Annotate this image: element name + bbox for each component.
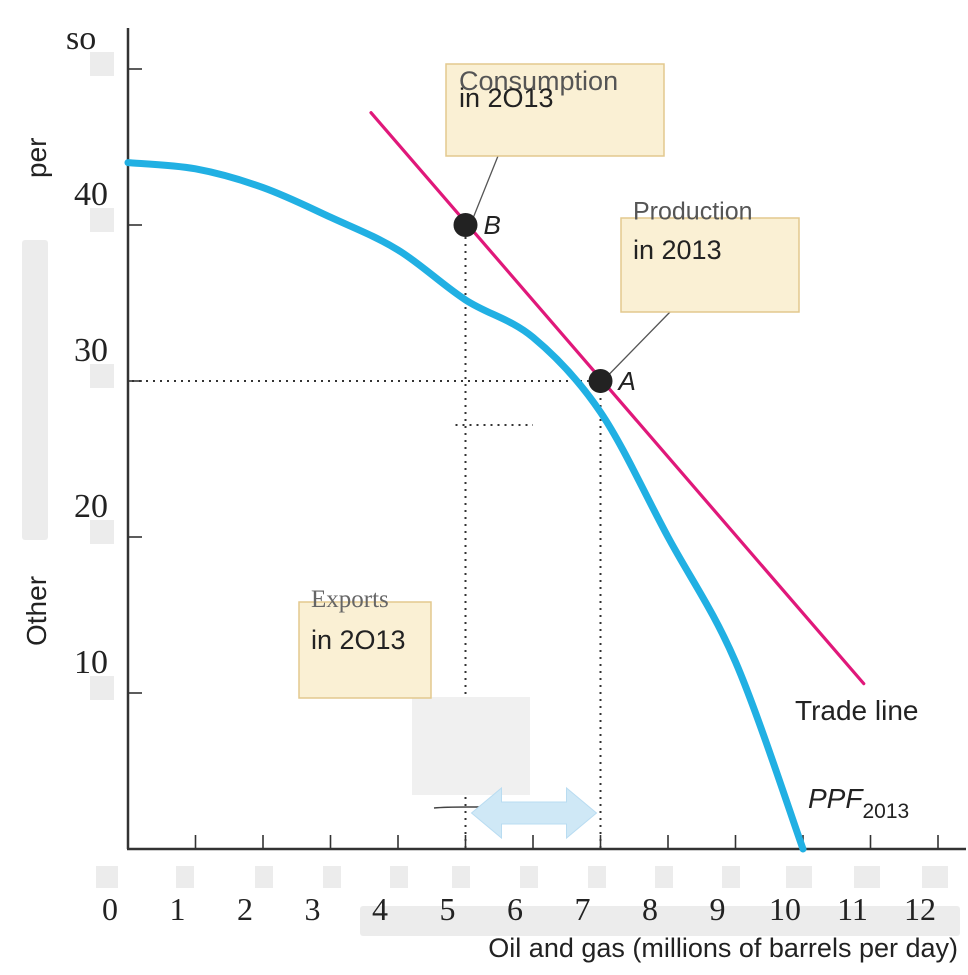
production-label-line1: Production [633,198,753,226]
ppf-curve [124,159,807,853]
exports-placeholder-box [412,697,530,795]
trade-line-label: Trade line [795,695,918,726]
exports-box [298,601,432,699]
y-tick-label: so [66,20,96,57]
x-tick-marks [194,835,939,849]
points-layer: BA [453,210,636,396]
y-tick-label: 40 [74,176,108,213]
y-axis-title-fragment: per [21,138,52,178]
x-tick-label: 10 [769,891,801,927]
x-tick-label: 11 [837,891,868,927]
ghost-labels [22,52,960,936]
production-label-line2: in 2013 [633,235,722,265]
x-tick-label: 8 [642,891,658,927]
production-annotation: Production in 2013 [608,198,800,376]
x-tick-labels: 0 1 2 3 4 5 6 7 8 9 10 11 12 [102,891,936,927]
x-tick-label: 9 [710,891,726,927]
point-label-a: A [617,366,636,396]
consumption-label-line2: in 2O13 [459,83,554,113]
x-tick-label: 3 [305,891,321,927]
ppf-label-main: PPF [808,783,864,814]
consumption-leader-line [472,155,499,218]
production-leader-line [608,311,671,376]
x-tick-label: 12 [904,891,936,927]
x-tick-label: 5 [440,891,456,927]
point-a [588,369,613,393]
y-tick-label: 10 [74,644,108,681]
x-axis-title: Oil and gas (millions of barrels per day… [488,933,958,963]
trade-line [369,111,866,686]
x-tick-label: 6 [507,891,523,927]
x-tick-label: 0 [102,891,118,927]
x-tick-label: 4 [372,891,388,927]
y-axis-title: Other [21,576,52,646]
y-tick-label: 20 [74,488,108,525]
ppf-label-sub: 2013 [862,800,909,823]
guide-lines [132,237,602,849]
x-tick-label: 1 [170,891,186,927]
point-b [453,213,478,237]
exports-arrow [470,786,598,840]
ppf-label: PPF2013 [808,783,909,823]
consumption-box [445,63,665,157]
exports-label-line2: in 2O13 [311,625,406,655]
consumption-label-line1: Consumption [459,66,618,96]
y-tick-labels: 10 20 30 40 so [66,20,108,681]
consumption-annotation: Consumption in 2O13 [445,63,665,218]
production-box [620,217,800,313]
x-tick-label: 2 [237,891,253,927]
point-label-b: B [484,210,501,240]
series-layer [124,111,866,853]
exports-annotation: Exports in 2O13 [298,586,432,699]
exports-label-line1: Exports [311,586,389,613]
y-tick-label: 30 [74,332,108,369]
x-tick-label: 7 [575,891,591,927]
